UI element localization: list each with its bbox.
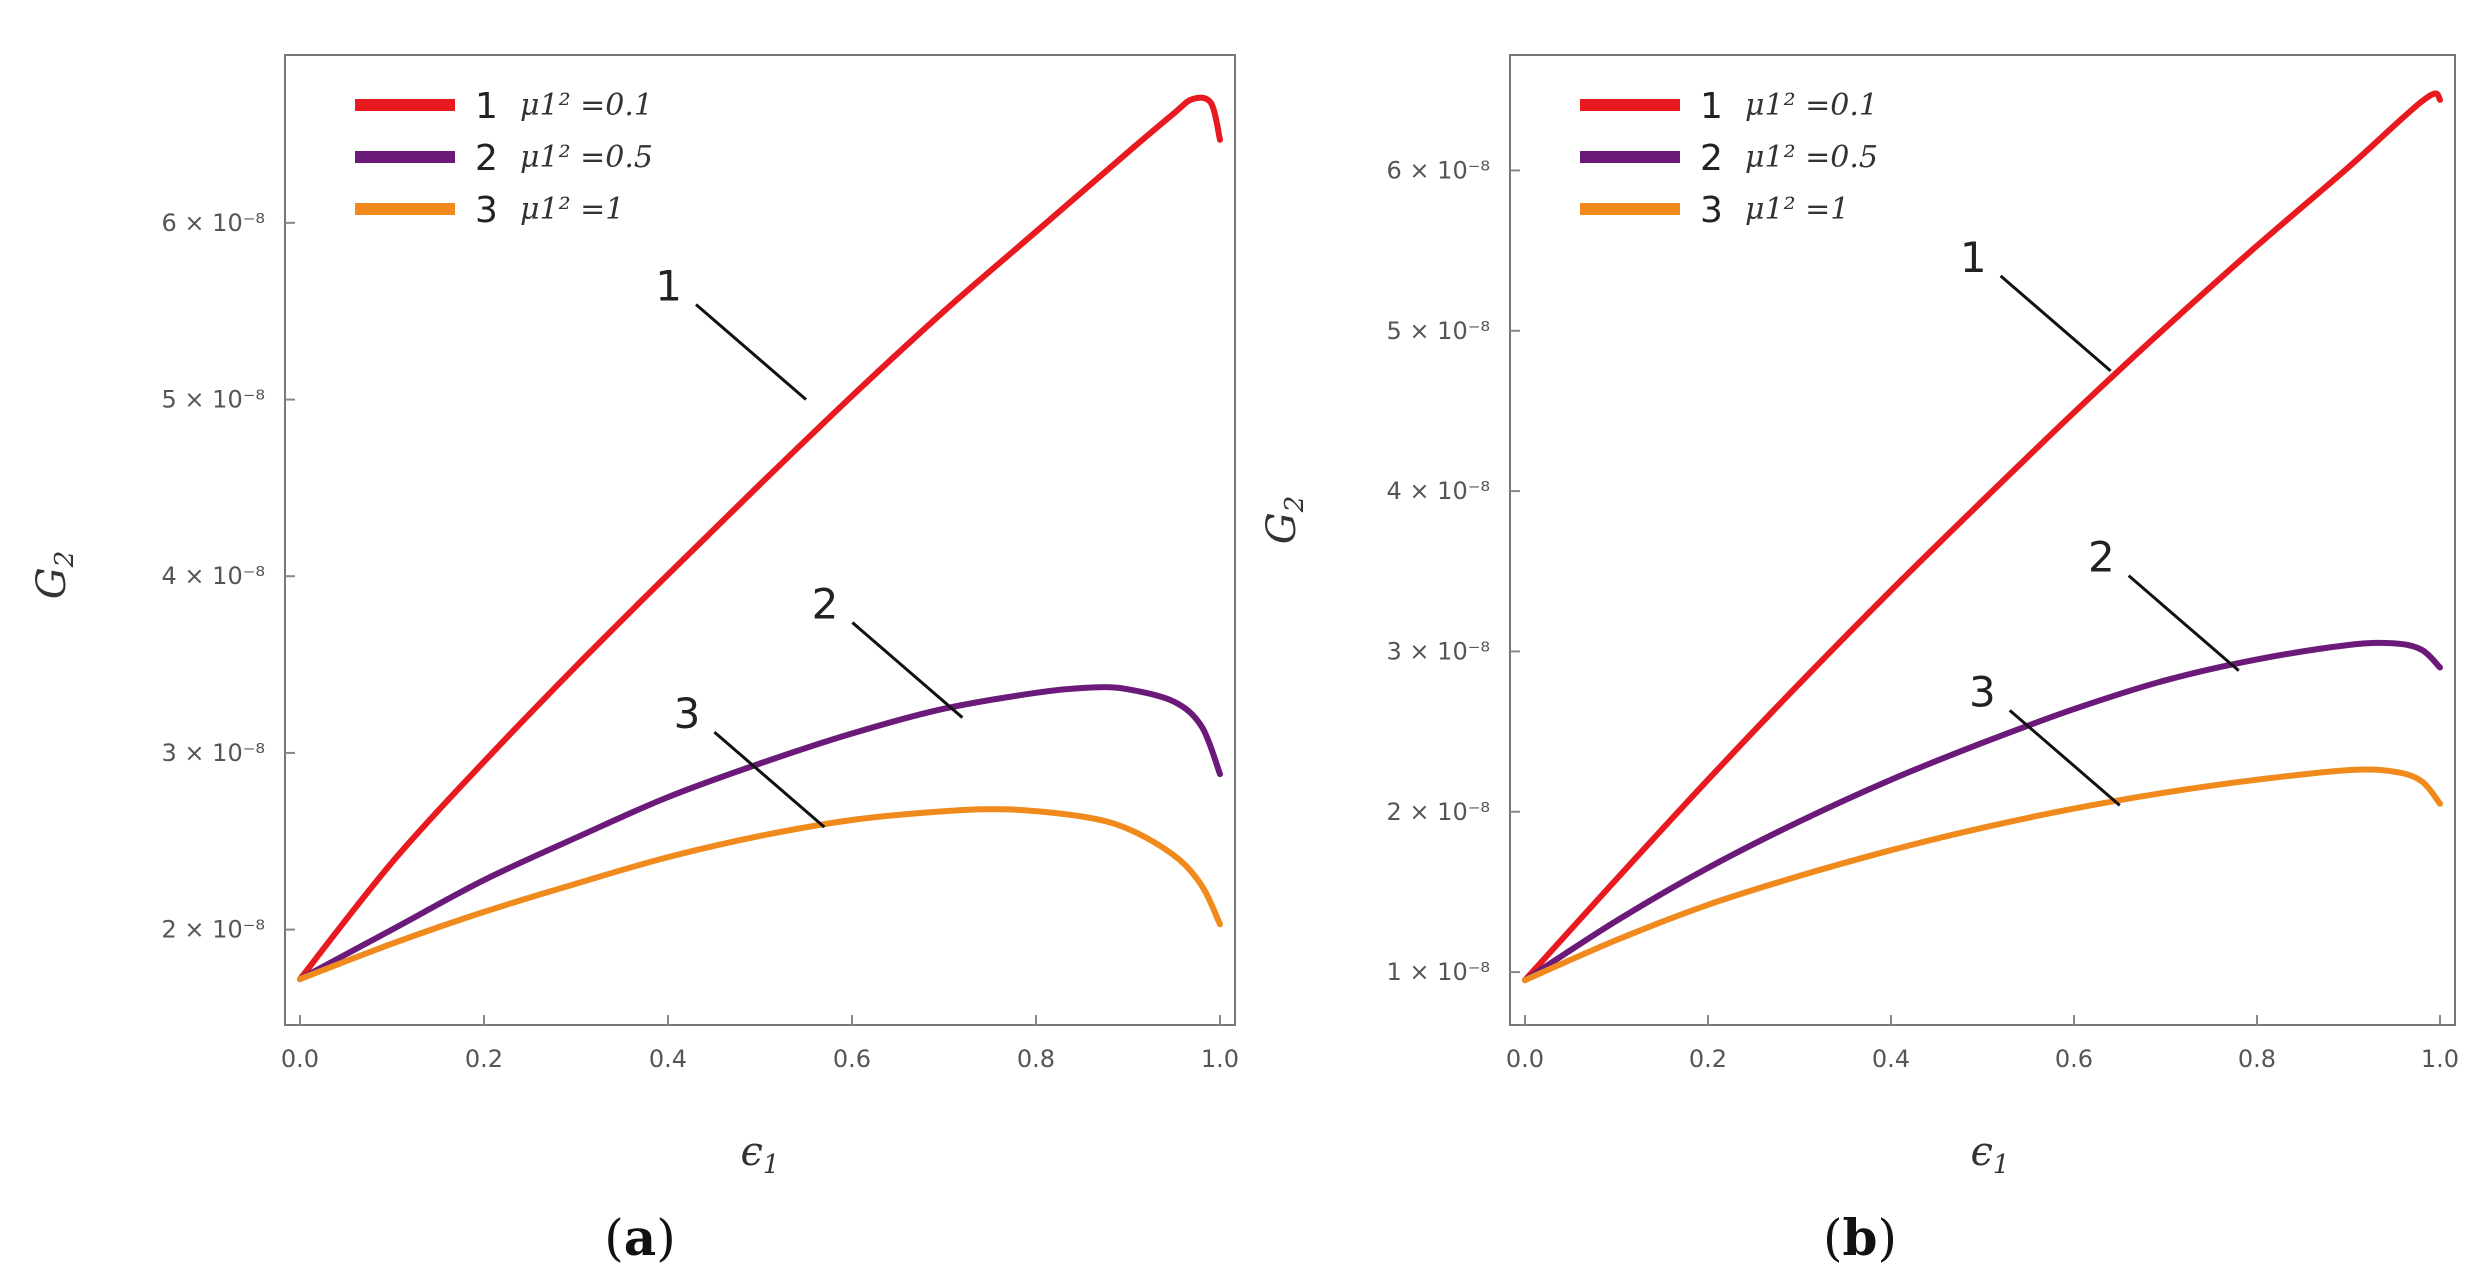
series-2-curve-b [1522,639,2443,984]
chart-panel-a: 2 × 10⁻⁸ 3 × 10⁻⁸ 4 × 10⁻⁸ 5 × 10⁻⁸ 6 × 10⁻⁸… [29,54,1239,1267]
y-tick-label-a: 6 × 10⁻⁸ [162,209,265,237]
x-axis-a: 0.0 0.2 0.4 0.6 0.8 1.0 [281,1015,1239,1073]
annotation-label-3-b: 3 [1969,667,1996,716]
series-2-curve-a [297,684,1223,983]
annotations-b: 1 2 3 [1960,233,2240,807]
x-tick-label-b: 0.6 [2055,1045,2093,1073]
x-tick-label-b: 0.4 [1872,1045,1910,1073]
annotation-label-2-a: 2 [812,580,839,629]
x-axis-b: 0.0 0.2 0.4 0.6 0.8 1.0 [1506,1015,2459,1073]
x-tick-label-a: 1.0 [1201,1045,1239,1073]
y-axis-label-a-main: G [29,567,75,599]
annotation-label-1-a: 1 [655,262,682,311]
y-tick-label-b: 5 × 10⁻⁸ [1387,317,1490,345]
y-axis-b: 1 × 10⁻⁸ 2 × 10⁻⁸ 3 × 10⁻⁸ 4 × 10⁻⁸ 5 × 10⁻⁸… [1387,156,1520,986]
plot-frame-a [284,54,1236,1026]
x-tick-label-b: 0.0 [1506,1045,1544,1073]
annotation-label-2-b: 2 [2088,533,2115,582]
annotation-leader-3-b [2008,709,2121,807]
annotation-label-1-b: 1 [1960,233,1987,282]
y-tick-label-a: 3 × 10⁻⁸ [162,739,265,767]
y-tick-label-a: 2 × 10⁻⁸ [162,916,265,944]
caption-b-open: ( [1823,1209,1843,1267]
x-tick-label-a: 0.8 [1017,1045,1055,1073]
caption-b: (b) [1823,1208,1897,1267]
legend-number-1-b: 1 [1700,86,1723,127]
legend-label-2-a: μ1² =0.5 [520,140,653,175]
x-tick-label-b: 1.0 [2421,1045,2459,1073]
y-tick-label-b: 1 × 10⁻⁸ [1387,958,1490,986]
caption-b-letter: b [1843,1208,1878,1267]
legend-label-1-b: μ1² =0.1 [1745,88,1878,123]
x-axis-label-b-main: ϵ [1971,1129,1993,1175]
x-axis-label-b-sub: 1 [1993,1150,2010,1180]
y-axis-label-a: G2 [29,551,80,600]
annotation-leader-2-b [2127,574,2240,672]
annotation-leader-2-a [851,621,964,719]
legend-label-3-b: μ1² =1 [1745,192,1849,227]
legend-number-3-b: 3 [1700,190,1723,231]
legend-b: 1 μ1² =0.1 2 μ1² =0.5 3 μ1² =1 [1580,86,1878,231]
y-tick-label-b: 2 × 10⁻⁸ [1387,798,1490,826]
legend-number-3-a: 3 [475,190,498,231]
curves-b [1522,90,2443,984]
series-3-curve-a [297,806,1223,983]
y-axis-label-a-sub: 2 [50,551,80,569]
y-axis-a: 2 × 10⁻⁸ 3 × 10⁻⁸ 4 × 10⁻⁸ 5 × 10⁻⁸ 6 × 10⁻⁸ [162,209,295,944]
y-tick-label-b: 3 × 10⁻⁸ [1387,637,1490,665]
plot-frame-b [1509,54,2456,1026]
caption-a: (a) [604,1208,675,1267]
x-tick-label-a: 0.0 [281,1045,319,1073]
x-tick-label-a: 0.6 [833,1045,871,1073]
annotations-a: 1 2 3 [655,262,964,829]
legend-number-1-a: 1 [475,86,498,127]
legend-label-1-a: μ1² =0.1 [520,88,653,123]
caption-a-open: ( [604,1209,624,1267]
y-tick-label-a: 5 × 10⁻⁸ [162,386,265,414]
curves-a [297,94,1223,983]
caption-a-close: ) [656,1209,676,1267]
y-tick-label-b: 4 × 10⁻⁸ [1387,477,1490,505]
annotation-leader-1-a [695,303,807,401]
x-tick-label-b: 0.8 [2238,1045,2276,1073]
series-1-curve-a [297,94,1223,983]
annotation-leader-3-a [713,730,826,829]
x-tick-label-b: 0.2 [1689,1045,1727,1073]
x-axis-label-a-sub: 1 [763,1150,780,1180]
legend-label-2-b: μ1² =0.5 [1745,140,1878,175]
chart-panel-b: 1 × 10⁻⁸ 2 × 10⁻⁸ 3 × 10⁻⁸ 4 × 10⁻⁸ 5 × 10⁻⁸… [1259,54,2459,1267]
x-tick-label-a: 0.4 [649,1045,687,1073]
annotation-leader-1-b [1999,274,2112,372]
caption-a-letter: a [624,1208,656,1267]
y-axis-label-b-main: G [1259,512,1305,544]
x-axis-label-a: ϵ1 [741,1129,780,1180]
legend-a: 1 μ1² =0.1 2 μ1² =0.5 3 μ1² =1 [355,86,653,231]
series-1-curve-b [1522,90,2443,984]
caption-b-close: ) [1877,1209,1897,1267]
legend-number-2-a: 2 [475,138,498,179]
x-axis-label-b: ϵ1 [1971,1129,2010,1180]
x-axis-label-a-main: ϵ [741,1129,763,1175]
y-axis-label-b-sub: 2 [1280,496,1310,514]
annotation-label-3-a: 3 [674,689,701,738]
y-tick-label-b: 6 × 10⁻⁸ [1387,156,1490,184]
legend-number-2-b: 2 [1700,138,1723,179]
y-axis-label-b: G2 [1259,496,1310,545]
series-3-curve-b [1522,766,2443,984]
x-tick-label-a: 0.2 [465,1045,503,1073]
legend-label-3-a: μ1² =1 [520,192,624,227]
y-tick-label-a: 4 × 10⁻⁸ [162,562,265,590]
